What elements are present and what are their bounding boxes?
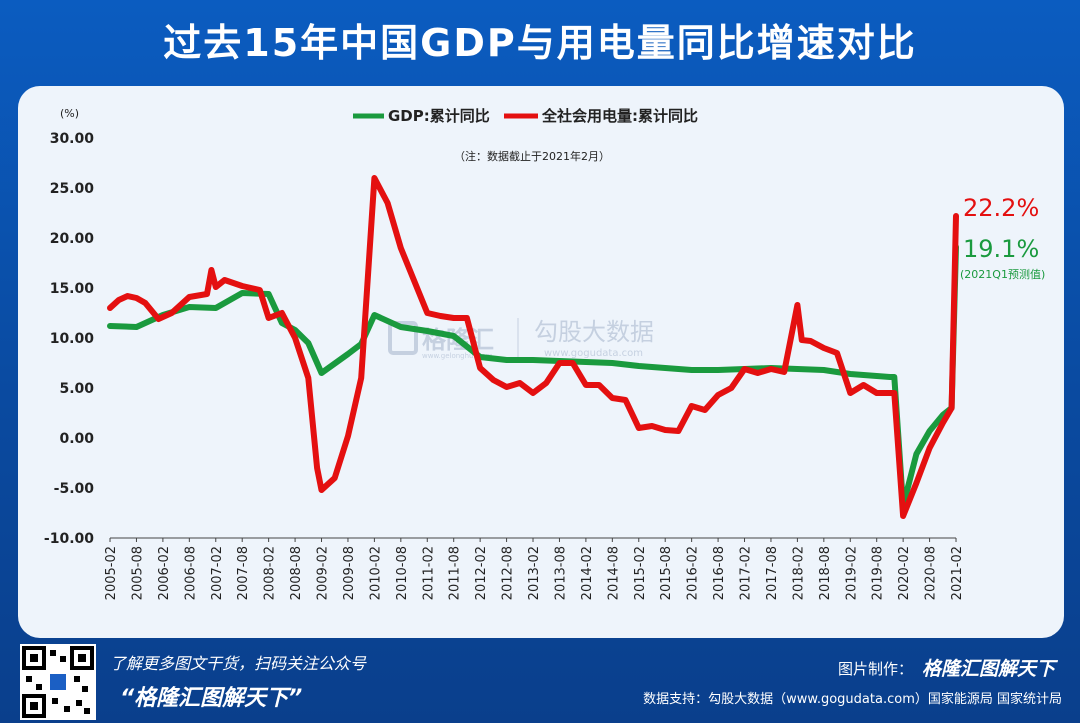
x-tick-label: 2018-02	[791, 546, 806, 600]
credit-label: 图片制作：	[838, 660, 914, 678]
legend-label-power: 全社会用电量:累计同比	[541, 107, 698, 125]
annotation-gdp-value: 19.1%	[963, 235, 1039, 263]
x-tick-label: 2021-02	[950, 546, 965, 600]
chart-panel: 格隆汇 www.gelonghui.com 勾股大数据 www.gogudata…	[18, 86, 1064, 638]
annotation-power-value: 22.2%	[963, 194, 1039, 222]
x-tick-label: 2019-08	[871, 546, 886, 600]
x-tick-label: 2016-08	[712, 546, 727, 600]
series-layer	[107, 175, 959, 519]
legend-label-gdp: GDP:累计同比	[388, 107, 490, 125]
qr-code-pattern	[22, 646, 94, 718]
x-axis: 2005-02 2005-08 2006-02 2006-08 2007-02 2007-…	[104, 537, 965, 600]
x-tick-label: 2015-02	[633, 546, 648, 600]
y-tick-label: 15.00	[50, 281, 95, 297]
x-tick-label: 2014-08	[606, 546, 621, 600]
y-tick-label: 20.00	[50, 231, 95, 247]
x-tick-label: 2011-02	[421, 546, 436, 600]
x-tick-label: 2009-02	[316, 546, 331, 600]
follow-text: 了解更多图文干货，扫码关注公众号	[110, 654, 367, 673]
watermark-brand-sub: www.gelonghui.com	[422, 352, 493, 360]
x-tick-label: 2010-02	[368, 546, 383, 600]
x-tick-label: 2019-02	[844, 546, 859, 600]
chart: 格隆汇 www.gelonghui.com 勾股大数据 www.gogudata…	[44, 107, 1045, 600]
x-tick-label: 2007-08	[236, 546, 251, 600]
x-tick-label: 2011-08	[448, 546, 463, 600]
watermark: 格隆汇 www.gelonghui.com 勾股大数据 www.gogudata…	[388, 318, 654, 362]
x-tick-label: 2016-02	[686, 546, 701, 600]
x-tick-label: 2012-08	[501, 546, 516, 600]
x-tick-label: 2020-08	[924, 546, 939, 600]
x-tick-label: 2007-02	[210, 546, 225, 600]
y-axis-label: (%)	[60, 107, 79, 120]
y-tick-label: 0.00	[59, 431, 94, 447]
x-tick-label: 2008-08	[289, 546, 304, 600]
chart-note: （注：数据截止于2021年2月）	[454, 149, 610, 163]
y-tick-label: 10.00	[50, 331, 95, 347]
y-tick-label: -5.00	[54, 481, 95, 497]
y-tick-label: -10.00	[44, 531, 94, 547]
watermark-partner: 勾股大数据	[534, 318, 654, 346]
power-series-line	[107, 175, 959, 519]
x-tick-label: 2005-08	[130, 546, 145, 600]
data-source: 数据支持：勾股大数据（www.gogudata.com）国家能源局 国家统计局	[643, 692, 1062, 707]
x-tick-label: 2006-02	[157, 546, 172, 600]
qr-code-icon[interactable]	[20, 644, 96, 720]
x-tick-label: 2006-08	[183, 546, 198, 600]
title-banner: 过去15年中国GDP与用电量同比增速对比	[0, 0, 1080, 84]
x-tick-label: 2012-02	[474, 546, 489, 600]
x-tick-label: 2020-02	[897, 546, 912, 600]
page-title: 过去15年中国GDP与用电量同比增速对比	[163, 21, 917, 65]
x-tick-label: 2017-08	[765, 546, 780, 600]
x-tick-label: 2013-02	[527, 546, 542, 600]
x-tick-label: 2017-02	[739, 546, 754, 600]
watermark-partner-sub: www.gogudata.com	[544, 348, 643, 359]
credit-brand: 格隆汇图解天下	[922, 658, 1056, 680]
x-tick-label: 2009-08	[342, 546, 357, 600]
y-tick-label: 25.00	[50, 181, 95, 197]
x-tick-label: 2014-02	[580, 546, 595, 600]
x-tick-label: 2013-08	[553, 546, 568, 600]
y-tick-label: 5.00	[59, 381, 94, 397]
account-name: “格隆汇图解天下”	[120, 686, 303, 711]
y-tick-label: 30.00	[50, 131, 95, 147]
x-tick-label: 2010-08	[395, 546, 410, 600]
x-tick-label: 2018-08	[818, 546, 833, 600]
watermark-logo-icon	[388, 321, 418, 355]
x-tick-label: 2015-08	[659, 546, 674, 600]
x-tick-label: 2008-02	[263, 546, 278, 600]
footer: 了解更多图文干货，扫码关注公众号 “格隆汇图解天下” 图片制作： 格隆汇图解天下…	[0, 640, 1080, 723]
y-axis: 30.00 25.00 20.00 15.00 10.00 5.00 0.00 -5.00 -1…	[44, 131, 94, 547]
legend: GDP:累计同比 全社会用电量:累计同比	[353, 107, 698, 125]
annotation-forecast-note: (2021Q1预测值)	[960, 268, 1045, 281]
x-tick-label: 2005-02	[104, 546, 119, 600]
